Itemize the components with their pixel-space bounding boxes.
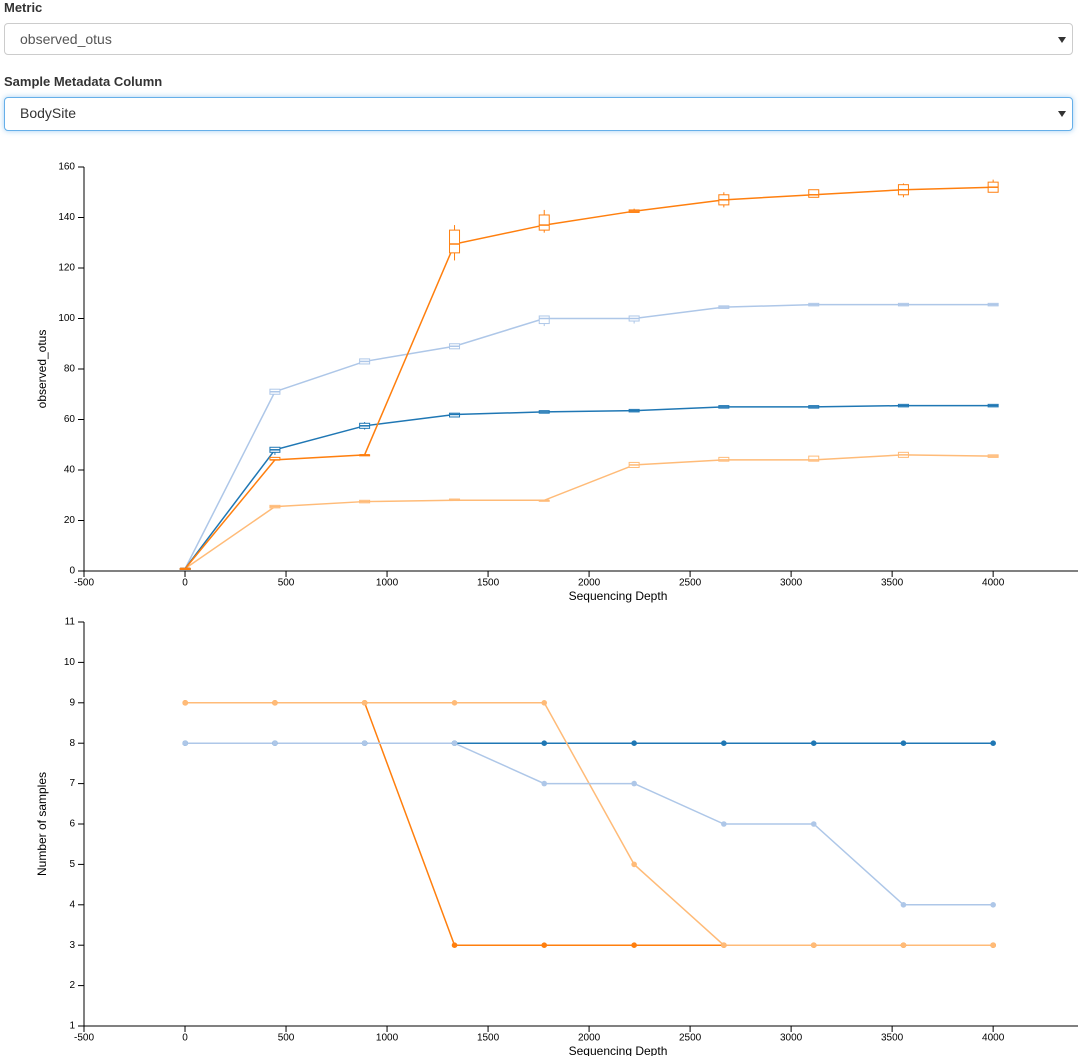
x-tick-label: 3500 — [881, 578, 904, 589]
point — [721, 740, 727, 746]
x-tick-label: 1500 — [477, 578, 500, 589]
y-tick-label: 2 — [69, 980, 75, 991]
point — [900, 942, 907, 948]
x-tick-label: 2500 — [679, 1033, 702, 1044]
y-tick-label: 100 — [58, 313, 75, 324]
x-tick-label: -500 — [74, 1033, 94, 1044]
series-line — [184, 186, 994, 569]
point — [721, 942, 727, 948]
y-tick-label: 80 — [64, 364, 76, 375]
point — [272, 740, 278, 746]
y-tick-label: 40 — [64, 465, 76, 476]
x-axis-label: Sequencing Depth — [569, 1044, 668, 1056]
x-tick-label: 0 — [182, 1033, 188, 1044]
metric-value: observed_otus — [20, 31, 112, 47]
point — [541, 780, 548, 787]
point — [361, 740, 368, 746]
column-select[interactable]: BodySite — [4, 97, 1073, 131]
y-axis-label: Number of samples — [35, 772, 49, 876]
point — [182, 740, 189, 746]
box — [449, 229, 461, 254]
point — [182, 700, 189, 706]
y-tick-label: 5 — [69, 859, 75, 870]
box — [538, 214, 550, 231]
metric-select[interactable]: observed_otus — [4, 23, 1073, 55]
point — [990, 942, 996, 948]
x-tick-label: 1500 — [477, 1033, 500, 1044]
point — [810, 740, 817, 746]
y-tick-label: 1 — [69, 1021, 75, 1032]
series-line — [184, 303, 994, 569]
x-tick-label: 2000 — [578, 578, 601, 589]
y-tick-label: 60 — [64, 414, 76, 425]
point — [631, 942, 637, 948]
box — [808, 455, 820, 462]
x-tick-label: -500 — [74, 578, 94, 589]
point — [990, 902, 996, 908]
point — [990, 740, 996, 746]
point — [900, 902, 907, 908]
point — [272, 700, 278, 706]
y-tick-label: 8 — [69, 738, 75, 749]
dropdown-arrow — [1058, 37, 1066, 43]
point — [631, 861, 637, 868]
box — [538, 315, 550, 325]
series-line — [185, 702, 994, 946]
y-tick-label: 10 — [64, 657, 76, 668]
column-label: Sample Metadata Column — [4, 74, 163, 89]
x-tick-label: 3000 — [780, 1033, 803, 1044]
y-tick-label: 120 — [58, 263, 75, 274]
x-tick-label: 4000 — [982, 578, 1005, 589]
y-tick-label: 160 — [58, 162, 75, 173]
dropdown-arrow — [1058, 111, 1066, 117]
box — [808, 189, 820, 198]
point — [810, 821, 817, 827]
x-tick-label: 2500 — [679, 578, 702, 589]
y-tick-label: 20 — [64, 515, 76, 526]
point — [451, 740, 458, 746]
point — [810, 942, 817, 948]
x-tick-label: 1000 — [376, 578, 399, 589]
y-tick-label: 4 — [69, 899, 75, 910]
y-tick-label: 6 — [69, 819, 75, 830]
series-line — [185, 742, 994, 906]
x-tick-label: 0 — [182, 578, 188, 589]
point — [631, 740, 637, 746]
x-tick-label: 2000 — [578, 1033, 601, 1044]
y-tick-label: 140 — [58, 212, 75, 223]
x-tick-label: 4000 — [982, 1033, 1005, 1044]
series-line — [184, 454, 994, 570]
point — [541, 700, 548, 706]
y-tick-label: 11 — [65, 617, 76, 628]
y-tick-label: 7 — [69, 778, 75, 789]
metric-label: Metric — [4, 0, 43, 15]
point — [361, 700, 368, 706]
series-line — [185, 702, 994, 946]
y-tick-label: 0 — [69, 566, 75, 577]
point — [631, 780, 637, 787]
x-tick-label: 1000 — [376, 1033, 399, 1044]
point — [451, 942, 458, 948]
y-tick-label: 3 — [69, 940, 75, 951]
x-axis-label: Sequencing Depth — [569, 589, 668, 603]
point — [451, 700, 458, 706]
point — [541, 942, 548, 948]
column-value: BodySite — [20, 105, 77, 121]
y-tick-label: 9 — [69, 697, 75, 708]
series-line — [184, 404, 994, 569]
x-tick-label: 500 — [278, 578, 295, 589]
point — [900, 740, 907, 746]
x-tick-label: 3000 — [780, 578, 803, 589]
y-axis-label: observed_otus — [35, 330, 49, 409]
x-tick-label: 500 — [278, 1033, 295, 1044]
point — [541, 740, 548, 746]
x-tick-label: 3500 — [881, 1033, 904, 1044]
point — [721, 821, 727, 827]
